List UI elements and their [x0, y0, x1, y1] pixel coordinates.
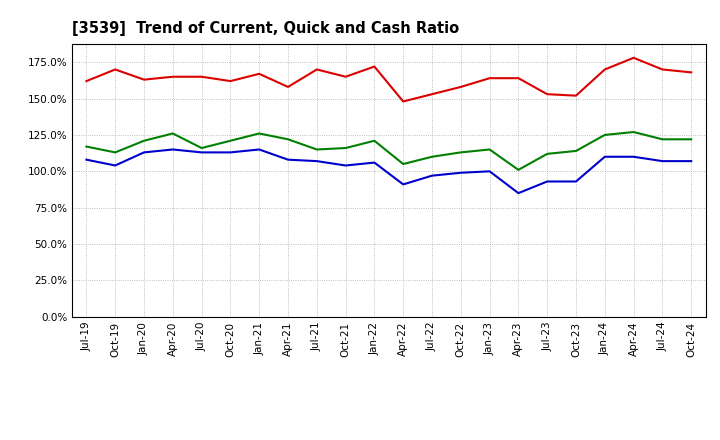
Text: [3539]  Trend of Current, Quick and Cash Ratio: [3539] Trend of Current, Quick and Cash … [72, 21, 459, 36]
Quick Ratio [600, 132, 609, 138]
Current Ratio [428, 92, 436, 97]
Current Ratio [168, 74, 177, 79]
Cash Ratio [543, 179, 552, 184]
Current Ratio [658, 67, 667, 72]
Line: Current Ratio: Current Ratio [86, 58, 691, 102]
Cash Ratio [399, 182, 408, 187]
Cash Ratio [82, 157, 91, 162]
Quick Ratio [284, 137, 292, 142]
Current Ratio [370, 64, 379, 69]
Cash Ratio [600, 154, 609, 159]
Cash Ratio [629, 154, 638, 159]
Quick Ratio [658, 137, 667, 142]
Current Ratio [600, 67, 609, 72]
Current Ratio [197, 74, 206, 79]
Quick Ratio [399, 161, 408, 167]
Cash Ratio [572, 179, 580, 184]
Current Ratio [629, 55, 638, 60]
Current Ratio [485, 76, 494, 81]
Quick Ratio [312, 147, 321, 152]
Current Ratio [284, 84, 292, 90]
Quick Ratio [629, 129, 638, 135]
Quick Ratio [140, 138, 148, 143]
Current Ratio [514, 76, 523, 81]
Quick Ratio [687, 137, 696, 142]
Line: Quick Ratio: Quick Ratio [86, 132, 691, 170]
Cash Ratio [168, 147, 177, 152]
Cash Ratio [485, 169, 494, 174]
Current Ratio [140, 77, 148, 82]
Quick Ratio [168, 131, 177, 136]
Quick Ratio [341, 145, 350, 150]
Current Ratio [255, 71, 264, 77]
Cash Ratio [255, 147, 264, 152]
Quick Ratio [255, 131, 264, 136]
Quick Ratio [428, 154, 436, 159]
Quick Ratio [543, 151, 552, 157]
Current Ratio [226, 78, 235, 84]
Quick Ratio [485, 147, 494, 152]
Cash Ratio [140, 150, 148, 155]
Cash Ratio [658, 158, 667, 164]
Cash Ratio [687, 158, 696, 164]
Cash Ratio [370, 160, 379, 165]
Cash Ratio [111, 163, 120, 168]
Quick Ratio [456, 150, 465, 155]
Current Ratio [572, 93, 580, 98]
Cash Ratio [226, 150, 235, 155]
Current Ratio [111, 67, 120, 72]
Current Ratio [687, 70, 696, 75]
Cash Ratio [428, 173, 436, 178]
Cash Ratio [197, 150, 206, 155]
Quick Ratio [226, 138, 235, 143]
Quick Ratio [514, 167, 523, 172]
Current Ratio [341, 74, 350, 79]
Quick Ratio [370, 138, 379, 143]
Cash Ratio [312, 158, 321, 164]
Quick Ratio [572, 148, 580, 154]
Quick Ratio [197, 145, 206, 150]
Cash Ratio [456, 170, 465, 176]
Line: Cash Ratio: Cash Ratio [86, 150, 691, 193]
Cash Ratio [514, 191, 523, 196]
Current Ratio [82, 78, 91, 84]
Current Ratio [456, 84, 465, 90]
Current Ratio [399, 99, 408, 104]
Current Ratio [312, 67, 321, 72]
Current Ratio [543, 92, 552, 97]
Quick Ratio [111, 150, 120, 155]
Cash Ratio [284, 157, 292, 162]
Cash Ratio [341, 163, 350, 168]
Quick Ratio [82, 144, 91, 149]
